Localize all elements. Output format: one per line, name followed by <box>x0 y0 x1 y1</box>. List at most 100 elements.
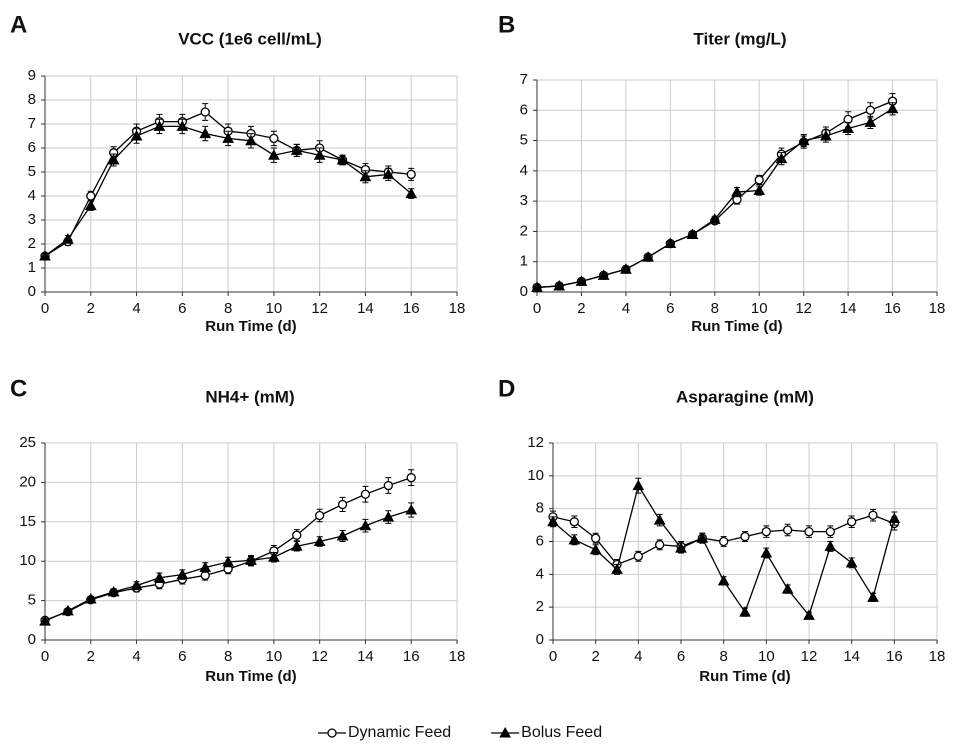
x-tick-label: 2 <box>87 300 95 317</box>
y-tick-label: 6 <box>520 101 528 118</box>
circle-marker <box>783 525 793 535</box>
x-tick-label: 14 <box>357 300 374 317</box>
triangle-marker <box>568 533 581 545</box>
triangle-marker <box>611 563 623 574</box>
circle-marker <box>337 499 348 510</box>
triangle-marker <box>589 543 602 555</box>
circle-marker <box>865 105 875 115</box>
y-tick-label: 5 <box>28 163 36 180</box>
x-tick-label: 10 <box>266 300 283 317</box>
y-tick-label: 2 <box>536 598 544 615</box>
triangle-marker <box>797 134 810 146</box>
circle-marker <box>383 480 393 491</box>
circle-marker <box>740 531 750 542</box>
y-tick-label: 3 <box>520 192 528 209</box>
triangle-marker <box>107 153 120 165</box>
circle-marker <box>315 510 325 521</box>
y-tick-label: 9 <box>28 67 36 84</box>
triangle-marker <box>153 120 166 131</box>
triangle-marker <box>575 275 588 286</box>
triangle-marker <box>405 503 418 515</box>
panel-label: A <box>10 11 27 38</box>
x-tick-label: 4 <box>132 648 140 665</box>
triangle-marker <box>62 604 74 616</box>
x-tick-label: 0 <box>41 648 49 665</box>
circle-marker <box>825 527 835 537</box>
x-tick-label: 8 <box>224 648 232 665</box>
triangle-marker <box>290 144 303 155</box>
chart-title: VCC (1e6 cell/mL) <box>178 29 322 48</box>
x-tick-label: 4 <box>132 300 140 317</box>
triangle-marker <box>675 542 687 553</box>
triangle-marker <box>176 568 189 580</box>
triangle-marker <box>867 591 879 602</box>
triangle-marker <box>176 120 189 131</box>
x-tick-label: 2 <box>87 648 95 665</box>
y-tick-label: 2 <box>520 222 528 239</box>
y-tick-label: 1 <box>520 253 528 270</box>
x-tick-label: 0 <box>41 300 49 317</box>
triangle-marker <box>199 561 212 573</box>
triangle-marker <box>359 170 372 182</box>
circle-marker <box>761 527 771 537</box>
x-tick-label: 8 <box>719 648 727 665</box>
chart-title: Titer (mg/L) <box>693 29 786 48</box>
triangle-marker <box>553 279 566 291</box>
panel-label: B <box>498 11 515 38</box>
x-tick-label: 12 <box>795 300 812 317</box>
y-tick-label: 4 <box>520 162 528 179</box>
triangle-marker <box>313 149 326 160</box>
circle-marker <box>360 489 371 499</box>
triangle-marker <box>731 186 743 197</box>
y-tick-label: 6 <box>536 532 544 549</box>
triangle-marker <box>686 228 699 239</box>
circle-marker <box>868 510 878 520</box>
circle-marker <box>200 107 210 117</box>
y-tick-label: 0 <box>28 631 36 648</box>
y-tick-label: 10 <box>19 552 36 569</box>
circle-marker <box>591 533 601 543</box>
circle-marker <box>719 536 729 547</box>
triangle-marker <box>696 532 709 543</box>
y-tick-label: 5 <box>28 592 36 609</box>
x-tick-label: 8 <box>711 300 719 317</box>
circle-marker <box>327 728 337 738</box>
triangle-marker <box>620 263 632 274</box>
triangle-marker <box>824 540 837 551</box>
triangle-marker <box>290 540 303 551</box>
triangle-marker <box>268 149 280 160</box>
triangle-marker <box>775 152 788 164</box>
x-tick-label: 12 <box>311 648 328 665</box>
x-tick-label: 6 <box>677 648 685 665</box>
triangle-marker <box>888 512 901 524</box>
triangle-marker <box>739 606 751 617</box>
triangle-marker <box>222 132 234 143</box>
circle-marker <box>406 169 416 180</box>
x-tick-label: 4 <box>622 300 630 317</box>
y-tick-label: 10 <box>527 467 544 484</box>
circle-marker <box>633 551 643 561</box>
circle-marker <box>269 133 279 144</box>
triangle-marker <box>336 153 349 165</box>
x-tick-label: 10 <box>758 648 775 665</box>
x-tick-label: 0 <box>533 300 541 317</box>
y-tick-label: 0 <box>520 283 528 300</box>
triangle-marker <box>245 134 257 146</box>
x-tick-label: 16 <box>403 300 420 317</box>
triangle-marker <box>753 184 766 196</box>
x-tick-label: 14 <box>840 300 857 317</box>
triangle-marker <box>781 583 794 594</box>
triangle-marker <box>222 555 234 567</box>
triangle-marker <box>359 519 372 531</box>
x-tick-label: 18 <box>929 300 946 317</box>
triangle-marker <box>107 585 120 597</box>
y-tick-label: 7 <box>28 115 36 132</box>
y-tick-label: 7 <box>520 71 528 88</box>
triangle-marker <box>842 122 854 133</box>
x-tick-label: 14 <box>843 648 860 665</box>
circle-marker <box>655 540 665 550</box>
triangle-marker <box>336 529 349 541</box>
triangle-marker <box>597 269 610 280</box>
legend-label: Dynamic Feed <box>348 724 451 741</box>
triangle-marker <box>531 281 543 292</box>
